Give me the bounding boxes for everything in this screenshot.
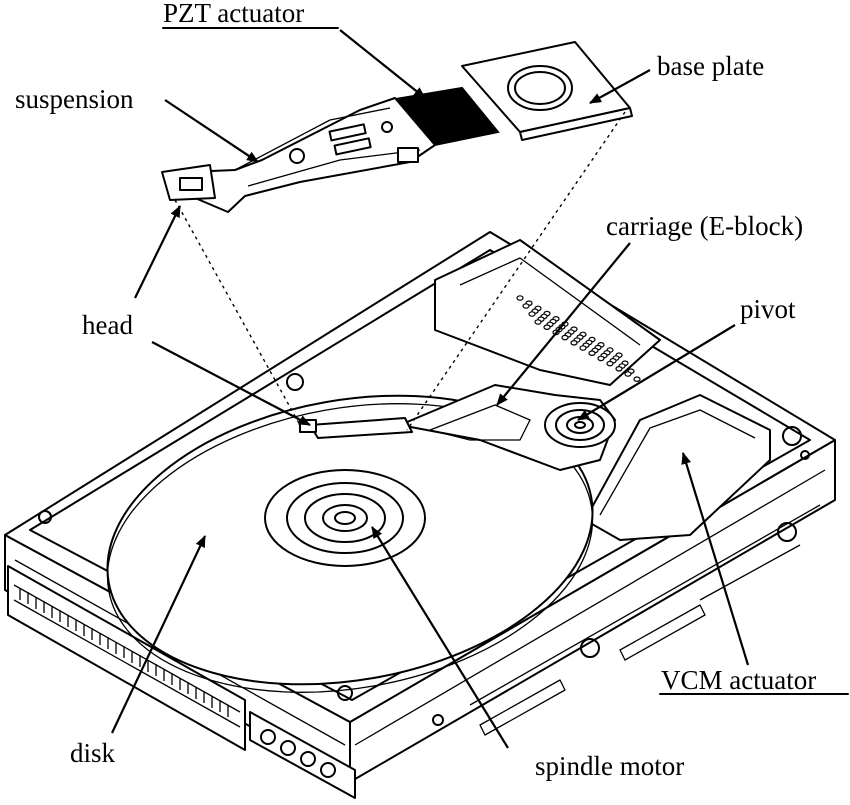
connector-dot [561,334,569,341]
connector-dot [570,339,578,346]
vcm-magnet [584,394,771,541]
head-pointer-down [151,341,311,426]
connector-dot [624,371,632,377]
carriage-arm [299,384,616,471]
base-plate-label: base plate [657,51,764,81]
interface-connector [7,565,356,799]
labels: PZT actuator base plate suspension carri… [15,0,816,781]
pzt-actuator-label: PZT actuator [163,0,304,28]
connector-dot [633,376,641,383]
pivot-pointer [577,324,736,421]
leader-arrows [111,29,750,749]
vcm-actuator-label: VCM actuator [661,665,816,695]
connector-dot [588,350,596,357]
spindle-pointer [371,526,509,749]
connector-dot [516,295,524,301]
disk-pointer [111,535,206,734]
flex-connector-block [434,239,661,386]
carriage-pointer [496,242,631,406]
exploded-suspension [161,41,633,213]
connector-dots [516,295,641,383]
pivot-label: pivot [740,294,796,324]
connector-dot [528,311,536,317]
connector-dot [615,365,623,372]
head-label: head [82,310,133,340]
connector-dot [534,319,542,325]
spindle-hub [264,469,426,567]
connector-dot [597,355,605,362]
carriage-label: carriage (E-block) [606,211,803,241]
connector-dot [543,324,551,331]
connector-dot [522,303,530,309]
connector-dot [606,360,614,367]
base-plate-pointer [589,69,651,104]
connector-dot [579,345,587,351]
suspension-label: suspension [15,84,134,114]
disk-label: disk [70,738,116,768]
pzt-pointer [339,29,426,99]
projection-lines [174,111,626,431]
vcm-pointer [681,452,750,666]
spindle-motor-label: spindle motor [535,751,684,781]
head-pointer-up [134,205,181,299]
suspension-pointer [164,99,259,163]
